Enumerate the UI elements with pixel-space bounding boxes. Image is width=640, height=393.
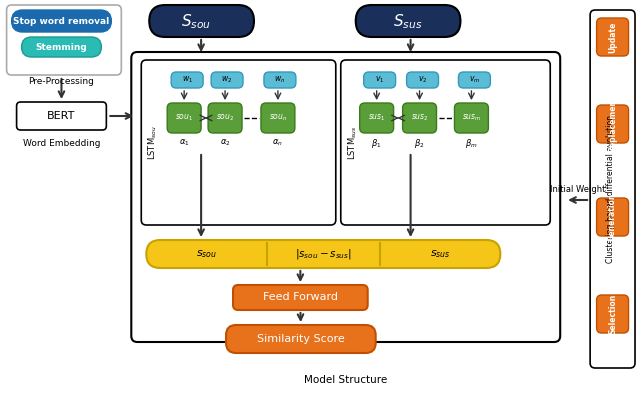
Text: $S_{sou}$: $S_{sou}$ <box>181 13 211 31</box>
FancyBboxPatch shape <box>167 103 201 133</box>
FancyBboxPatch shape <box>22 37 101 57</box>
Text: $\beta_m$: $\beta_m$ <box>465 136 478 149</box>
FancyBboxPatch shape <box>454 103 488 133</box>
Text: $\beta_2$: $\beta_2$ <box>414 136 425 149</box>
FancyBboxPatch shape <box>364 72 396 88</box>
FancyBboxPatch shape <box>596 105 628 143</box>
Text: Clustering-based differential evolution: Clustering-based differential evolution <box>606 115 615 263</box>
Text: $v_m$: $v_m$ <box>468 75 480 85</box>
Text: Feed Forward: Feed Forward <box>263 292 338 303</box>
Text: $sus_1$: $sus_1$ <box>368 113 385 123</box>
FancyBboxPatch shape <box>171 72 203 88</box>
FancyBboxPatch shape <box>233 285 368 310</box>
FancyBboxPatch shape <box>147 240 500 268</box>
Text: BERT: BERT <box>47 111 76 121</box>
Text: $sus_2$: $sus_2$ <box>411 113 428 123</box>
FancyBboxPatch shape <box>141 60 336 225</box>
Text: Replacement: Replacement <box>608 95 617 152</box>
Text: Pre-Processing: Pre-Processing <box>29 77 95 86</box>
Text: $s_{sou}$: $s_{sou}$ <box>196 248 217 260</box>
Text: LSTM$_{sou}$: LSTM$_{sou}$ <box>147 126 159 160</box>
FancyBboxPatch shape <box>12 10 111 32</box>
FancyBboxPatch shape <box>590 10 635 368</box>
FancyBboxPatch shape <box>208 103 242 133</box>
Text: $sou_1$: $sou_1$ <box>175 113 193 123</box>
Text: Initial Weight: Initial Weight <box>550 185 605 195</box>
Text: $v_1$: $v_1$ <box>375 75 385 85</box>
FancyBboxPatch shape <box>149 5 254 37</box>
Text: Generation: Generation <box>608 193 617 241</box>
Text: $|s_{sou}-s_{sus}|$: $|s_{sou}-s_{sus}|$ <box>295 247 352 261</box>
FancyBboxPatch shape <box>264 72 296 88</box>
FancyBboxPatch shape <box>596 198 628 236</box>
FancyBboxPatch shape <box>340 60 550 225</box>
Text: $w_1$: $w_1$ <box>182 75 193 85</box>
Text: Word Embedding: Word Embedding <box>23 138 100 147</box>
Text: $s_{sus}$: $s_{sus}$ <box>430 248 451 260</box>
Text: Selection: Selection <box>608 294 617 334</box>
FancyBboxPatch shape <box>596 18 628 56</box>
Text: $\alpha_n$: $\alpha_n$ <box>273 138 284 148</box>
FancyBboxPatch shape <box>596 295 628 333</box>
Text: $sou_2$: $sou_2$ <box>216 113 234 123</box>
FancyBboxPatch shape <box>226 325 376 353</box>
Text: LSTM$_{sus}$: LSTM$_{sus}$ <box>346 126 359 160</box>
Text: Update: Update <box>608 21 617 53</box>
FancyBboxPatch shape <box>403 103 436 133</box>
FancyBboxPatch shape <box>356 5 460 37</box>
Text: $\alpha_2$: $\alpha_2$ <box>220 138 230 148</box>
Text: Model Structure: Model Structure <box>304 375 387 385</box>
FancyBboxPatch shape <box>458 72 490 88</box>
Text: $sus_m$: $sus_m$ <box>461 113 481 123</box>
Text: Similarity Score: Similarity Score <box>257 334 345 344</box>
Text: Stemming: Stemming <box>36 42 87 51</box>
FancyBboxPatch shape <box>131 52 560 342</box>
Text: $S_{sus}$: $S_{sus}$ <box>393 13 422 31</box>
FancyBboxPatch shape <box>17 102 106 130</box>
Text: $\beta_1$: $\beta_1$ <box>371 136 382 149</box>
Text: $v_2$: $v_2$ <box>418 75 428 85</box>
Text: $w_n$: $w_n$ <box>275 75 285 85</box>
FancyBboxPatch shape <box>360 103 394 133</box>
FancyBboxPatch shape <box>211 72 243 88</box>
Text: $w_2$: $w_2$ <box>221 75 232 85</box>
FancyBboxPatch shape <box>261 103 295 133</box>
FancyBboxPatch shape <box>406 72 438 88</box>
Text: $\alpha_1$: $\alpha_1$ <box>179 138 189 148</box>
Text: Stop word removal: Stop word removal <box>13 17 109 26</box>
Text: $sou_n$: $sou_n$ <box>269 113 287 123</box>
FancyBboxPatch shape <box>6 5 122 75</box>
